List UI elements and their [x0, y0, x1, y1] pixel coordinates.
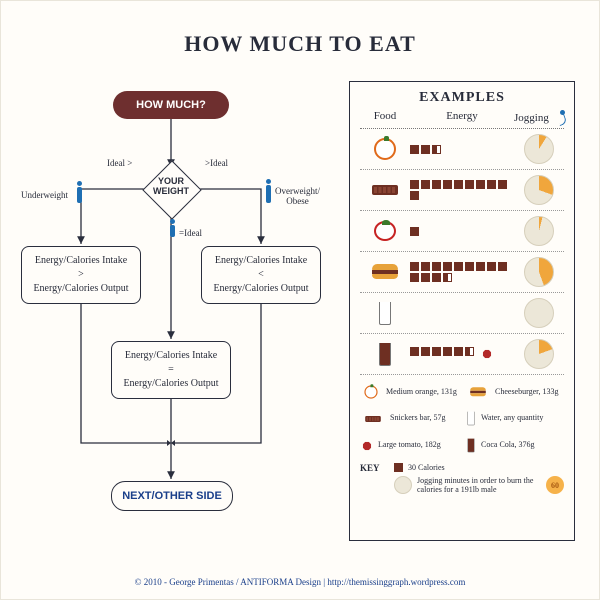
col-energy: Energy — [410, 110, 514, 126]
edge-label-right_branch: >Ideal — [205, 159, 228, 169]
energy-cell — [410, 260, 514, 284]
box-overweight: Energy/Calories Intake < Energy/Calories… — [201, 246, 321, 304]
jogger-icon — [552, 110, 564, 126]
jog-cell — [514, 257, 564, 287]
example-row — [360, 129, 564, 170]
panel-title: EXAMPLES — [360, 90, 564, 106]
key-calorie: 30 Calories — [394, 463, 564, 472]
col-food: Food — [360, 110, 410, 126]
flow-edges — [21, 81, 321, 531]
jog-cell — [514, 134, 564, 164]
key-label: KEY — [360, 463, 388, 473]
food-icon-cola — [360, 343, 410, 366]
example-row — [360, 211, 564, 252]
decision-label: YOUR WEIGHT — [141, 177, 201, 197]
legend-item: Medium orange, 131g — [360, 381, 459, 403]
food-icon-orange — [360, 138, 410, 160]
legend-item: Snickers bar, 57g — [360, 407, 459, 430]
food-icon-tomato — [360, 221, 410, 241]
flowchart: HOW MUCH? YOUR WEIGHT Energy/Calories In… — [21, 81, 321, 531]
start-node: HOW MUCH? — [113, 91, 229, 119]
person-icon-left — [74, 181, 84, 203]
key: KEY 30 Calories Jogging minutes in order… — [360, 463, 564, 495]
food-icon-water — [360, 302, 410, 325]
box-underweight: Energy/Calories Intake > Energy/Calories… — [21, 246, 141, 304]
jog-cell — [514, 175, 564, 205]
energy-cell — [410, 178, 514, 202]
jog-cell — [514, 339, 564, 369]
energy-cell — [410, 143, 514, 156]
col-jogging: Jogging — [514, 110, 564, 126]
person-icon-center — [167, 219, 177, 237]
legend: Medium orange, 131g Cheeseburger, 133g Sni… — [360, 381, 564, 457]
energy-cell — [410, 225, 514, 238]
example-row — [360, 334, 564, 375]
edge-label-underweight: Underweight — [21, 191, 68, 201]
food-icon-burger — [360, 264, 410, 280]
example-row — [360, 252, 564, 293]
edge-label-center_branch: =Ideal — [179, 229, 202, 239]
examples-panel: EXAMPLES Food Energy Jogging Medium oran… — [349, 81, 575, 541]
page-title: HOW MUCH TO EAT — [1, 31, 599, 57]
jog-badge: 60 — [546, 476, 564, 494]
food-icon-bar — [360, 185, 410, 195]
jog-cell — [514, 216, 564, 246]
person-icon-right — [263, 179, 273, 203]
jog-cell — [514, 298, 564, 328]
legend-item: Large tomato, 182g — [360, 434, 459, 457]
energy-cell — [410, 311, 514, 315]
edge-label-overweight: Overweight/ Obese — [275, 187, 320, 207]
panel-header: Food Energy Jogging — [360, 110, 564, 129]
example-row — [360, 170, 564, 211]
legend-item: Coca Cola, 376g — [465, 434, 564, 457]
footer: © 2010 - George Primentas / ANTIFORMA De… — [1, 577, 599, 587]
edge-label-left_branch: Ideal > — [107, 159, 132, 169]
example-row — [360, 293, 564, 334]
box-ideal: Energy/Calories Intake = Energy/Calories… — [111, 341, 231, 399]
legend-item: Cheeseburger, 133g — [465, 381, 564, 403]
legend-item: Water, any quantity — [465, 407, 564, 430]
end-node: NEXT/OTHER SIDE — [111, 481, 233, 511]
energy-cell — [410, 345, 514, 363]
key-jog: Jogging minutes in order to burn the cal… — [394, 476, 564, 494]
